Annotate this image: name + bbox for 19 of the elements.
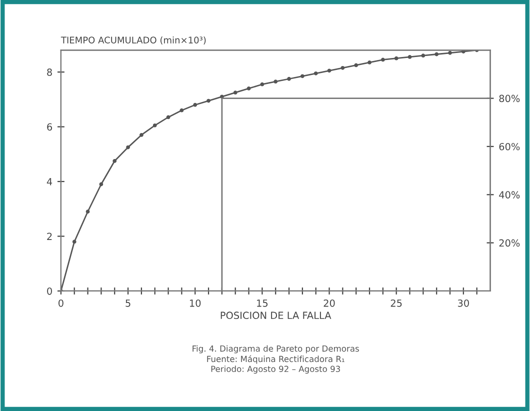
y2-tick-label: 60% bbox=[499, 142, 520, 150]
y2-tick-label: 40% bbox=[499, 191, 520, 198]
x-tick-label: 25 bbox=[390, 299, 402, 307]
x-tick-label: 15 bbox=[257, 300, 268, 307]
y2-tick-label: 80% bbox=[499, 94, 520, 102]
x-tick-label: 20 bbox=[324, 299, 335, 307]
y-tick-label: 4 bbox=[46, 178, 52, 186]
x-tick-label: 5 bbox=[126, 300, 130, 307]
caption: Fig. 4. Diagrama de Pareto por Demoras Fuente: Máquina Rectificadora R₁ Periodo: Agosto 92 – Agosto 93 bbox=[192, 345, 359, 374]
y-tick-label: 0 bbox=[47, 287, 52, 295]
y-tick-label: 2 bbox=[47, 232, 52, 240]
y2-tick-label: 20% bbox=[499, 239, 520, 247]
x-tick-label: 0 bbox=[58, 299, 64, 307]
x-tick-label: 30 bbox=[458, 299, 469, 307]
x-tick-label: 10 bbox=[190, 299, 201, 307]
y-axis-title: TIEMPO ACUMULADO (min×10³) bbox=[60, 36, 206, 45]
x-axis-title: POSICION DE LA FALLA bbox=[220, 312, 332, 320]
y-tick-label: 6 bbox=[47, 123, 52, 131]
y-tick-label: 8 bbox=[47, 68, 52, 76]
